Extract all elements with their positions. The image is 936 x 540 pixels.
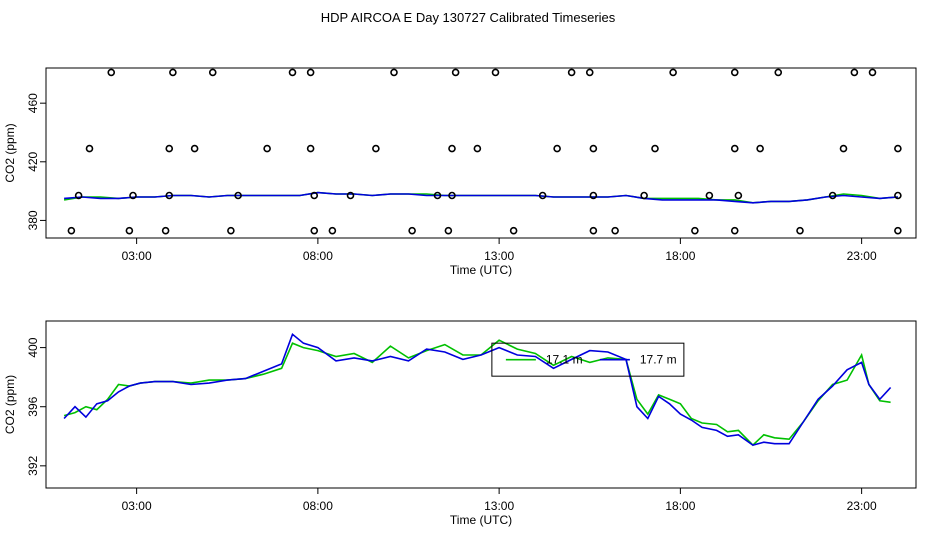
bottom-plot-frame	[45, 320, 917, 489]
data-point	[448, 191, 456, 200]
data-point	[74, 191, 83, 200]
data-point	[850, 68, 859, 77]
x-tick-label: 18:00	[665, 499, 695, 513]
data-point	[553, 144, 561, 153]
data-point	[734, 191, 743, 200]
y-tick-label: 460	[26, 93, 40, 113]
data-point	[705, 191, 714, 200]
data-point	[730, 226, 739, 235]
data-point	[346, 191, 355, 200]
x-tick-label: 18:00	[665, 249, 695, 263]
x-tick-label: 23:00	[847, 249, 877, 263]
y-axis-label: CO2 (ppm)	[3, 375, 17, 434]
data-point	[67, 226, 76, 235]
data-point	[730, 68, 739, 77]
data-point	[509, 226, 518, 235]
x-tick-label: 08:00	[303, 249, 333, 263]
data-point	[433, 191, 442, 200]
data-point	[328, 226, 337, 235]
legend-label: 17.7 m	[640, 353, 677, 367]
data-point	[288, 68, 297, 77]
data-point	[408, 226, 416, 235]
data-point	[125, 226, 134, 235]
data-point	[894, 144, 902, 153]
x-tick-label: 03:00	[122, 249, 152, 263]
data-point	[310, 191, 319, 200]
data-point	[451, 68, 460, 77]
data-point	[611, 226, 619, 235]
x-tick-label: 13:00	[484, 499, 514, 513]
data-point	[310, 226, 319, 235]
data-point	[756, 144, 764, 153]
data-point	[263, 144, 271, 153]
data-point	[589, 191, 598, 200]
data-point	[390, 68, 398, 77]
data-point	[85, 144, 94, 153]
x-tick-label: 08:00	[303, 499, 333, 513]
data-point	[640, 191, 648, 200]
data-point	[691, 226, 699, 235]
data-point	[107, 68, 116, 77]
chart-title: HDP AIRCOA E Day 130727 Calibrated Times…	[320, 10, 616, 25]
legend: 17.1 m 17.7 m	[491, 342, 685, 377]
data-point	[839, 144, 848, 153]
legend-label: 17.1 m	[546, 353, 583, 367]
data-point	[306, 68, 315, 77]
data-point	[306, 144, 315, 153]
x-axis-label: Time (UTC)	[450, 513, 512, 527]
data-point	[669, 68, 677, 77]
data-point	[538, 191, 547, 200]
data-point	[165, 144, 174, 153]
data-point	[828, 191, 837, 200]
top-plot-frame	[45, 67, 917, 239]
data-point	[161, 226, 170, 235]
data-point	[208, 68, 217, 77]
data-point	[730, 144, 739, 153]
data-point	[868, 68, 877, 77]
y-tick-label: 400	[26, 337, 40, 357]
data-point	[585, 68, 594, 77]
data-point	[473, 144, 482, 153]
data-point	[165, 191, 174, 200]
x-tick-label: 13:00	[484, 249, 514, 263]
top-panel: 03:00 08:00 13:00 18:00 23:00 380 420 460 Time (…	[3, 67, 917, 277]
y-tick-label: 380	[26, 210, 40, 230]
data-point	[129, 191, 137, 200]
legend-box	[491, 342, 685, 377]
data-point	[589, 226, 598, 235]
data-point	[589, 144, 598, 153]
series-line-blue	[63, 332, 892, 446]
data-point	[774, 68, 783, 77]
bottom-panel: 03:00 08:00 13:00 18:00 23:00 392 396 400 Time (…	[3, 320, 917, 527]
series-line-blue	[64, 191, 898, 204]
data-point	[491, 68, 500, 77]
y-tick-label: 420	[26, 151, 40, 171]
y-tick-label: 396	[26, 396, 40, 416]
x-tick-label: 23:00	[847, 499, 877, 513]
data-point	[651, 144, 659, 153]
data-point	[190, 144, 199, 153]
data-point	[234, 191, 242, 200]
data-point	[894, 191, 902, 200]
data-point	[444, 226, 453, 235]
x-tick-label: 03:00	[122, 499, 152, 513]
data-point	[894, 226, 902, 235]
data-point	[169, 68, 177, 77]
data-point	[796, 226, 804, 235]
y-axis-label: CO2 (ppm)	[3, 123, 17, 182]
data-point	[227, 226, 235, 235]
data-point	[448, 144, 456, 153]
data-point	[372, 144, 380, 153]
data-point	[567, 68, 576, 77]
x-axis-label: Time (UTC)	[450, 263, 512, 277]
y-tick-label: 392	[26, 455, 40, 475]
